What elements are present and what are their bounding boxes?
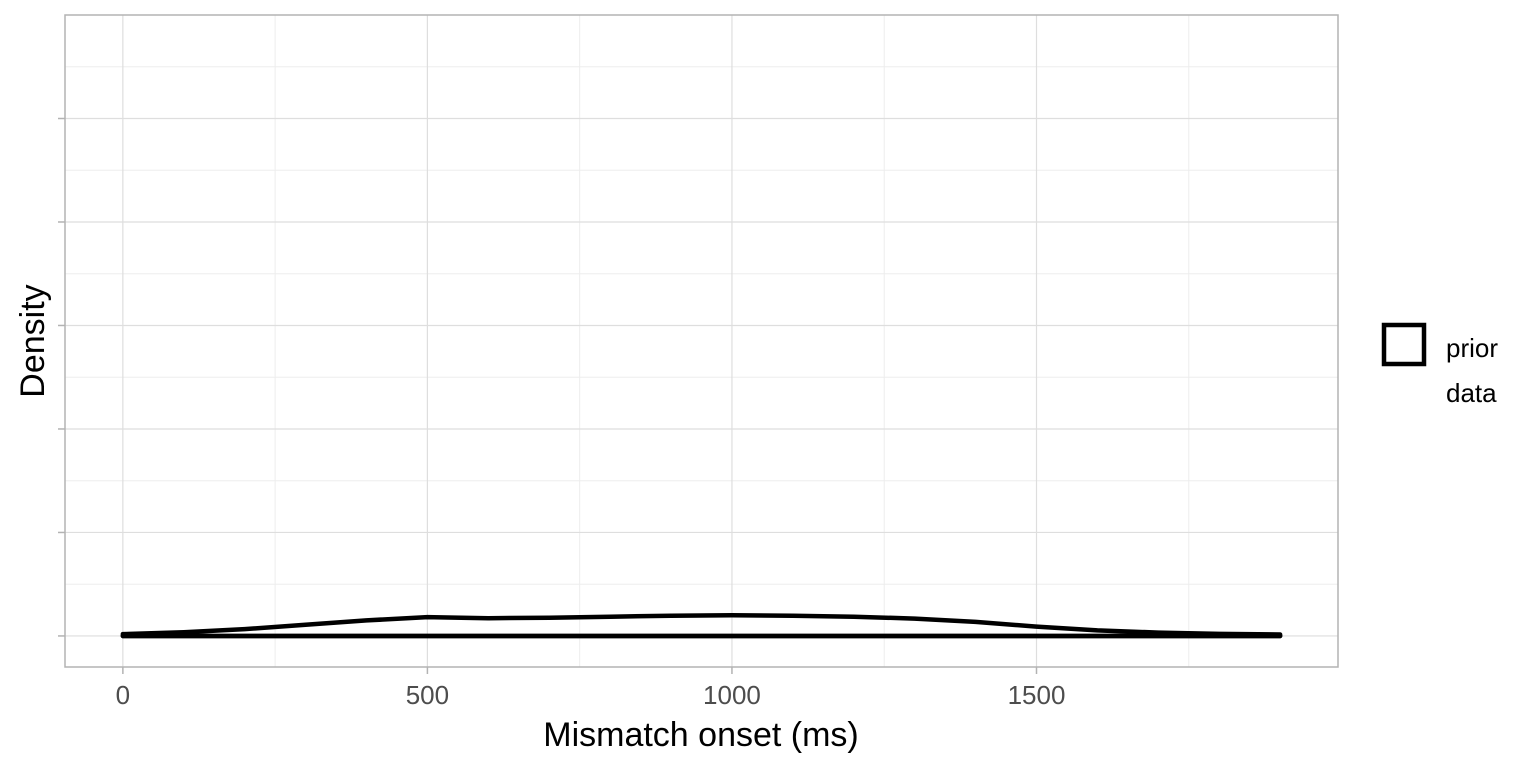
minor-gridlines: [65, 15, 1338, 667]
x-tick-label: 1000: [703, 680, 761, 710]
x-axis-tick-labels: 0 500 1000 1500: [116, 680, 1066, 710]
legend: prior data: [1381, 322, 1498, 408]
y-axis-title: Density: [14, 284, 52, 397]
x-axis-title: Mismatch onset (ms): [543, 716, 859, 754]
x-tick-label: 0: [116, 680, 130, 710]
legend-label-data: data: [1446, 378, 1497, 408]
plot-panel-border: [64, 14, 1339, 668]
major-gridlines: [65, 15, 1338, 667]
x-tick-label: 500: [406, 680, 449, 710]
legend-key-prior: [1381, 322, 1427, 367]
x-tick-label: 1500: [1008, 680, 1066, 710]
y-axis-ticks: [58, 117, 65, 637]
series-layer: [120, 613, 1283, 639]
legend-label-prior: prior: [1446, 333, 1498, 363]
plot-background: [65, 15, 1338, 667]
x-axis-ticks: [122, 667, 1038, 674]
